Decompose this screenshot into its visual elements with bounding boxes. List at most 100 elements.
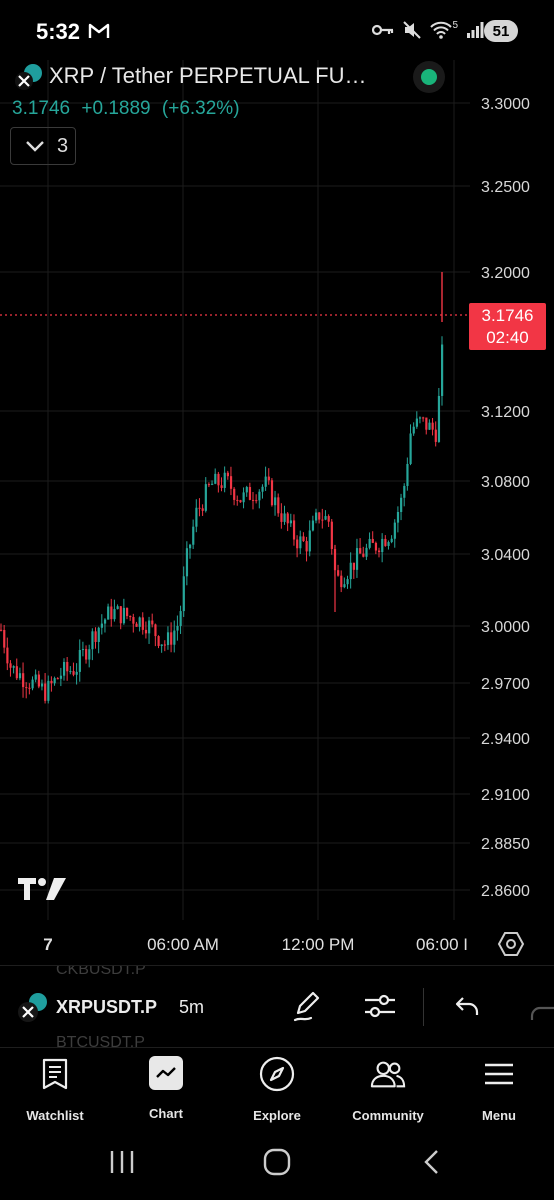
chart-toolbar: CKBUSDT.P BTCUSDT.P XRPUSDT.P 5m [0,965,554,1047]
x-axis-tick-label: 06:00 I [416,935,468,954]
back-icon [424,1150,438,1174]
pen-icon [293,991,320,1022]
candle-body [214,473,217,484]
candle-body [173,630,176,645]
candle-body [359,548,362,554]
drawing-tools-button[interactable] [287,986,327,1026]
network-type: 5 [452,19,458,31]
candle-body [425,417,428,430]
candle-body [302,536,305,542]
candle-body [330,521,333,549]
symbol-selector[interactable]: XRPUSDT.P [56,997,158,1017]
compass-icon [259,1056,295,1092]
candle-body [362,553,365,557]
candle-body [78,649,81,672]
battery-indicator: 51 [484,20,518,42]
candle-body [103,619,107,624]
gmail-icon [88,23,110,38]
recent-apps-button[interactable] [102,1147,142,1177]
candle-body [163,644,166,646]
candle-body [242,492,245,503]
nav-label: Chart [149,1106,183,1121]
y-axis-tick-label: 2.8600 [481,883,530,900]
nav-explore[interactable]: Explore [222,1056,332,1124]
candle-body [415,418,418,427]
candle-body [132,617,135,624]
candle-body [258,491,261,501]
indicators-count: 3 [57,134,69,157]
candle-body [223,472,226,488]
chart-area[interactable]: 3.3000 3.2500 3.2000 3.1200 3.0800 3.0400 3.00… [0,60,554,965]
candle-body [56,678,59,680]
symbol-header[interactable]: XRP / Tether PERPETUAL FU… [14,60,554,94]
status-bar: 5:32 5 51 [0,0,554,62]
candle-body [434,429,437,442]
candle-body [207,484,211,486]
chart-settings-icon[interactable] [497,930,525,958]
symbol-title[interactable]: XRP / Tether PERPETUAL FU… [49,63,367,88]
community-icon [370,1061,406,1088]
indicators-button[interactable] [360,986,400,1026]
home-button[interactable] [257,1147,297,1177]
nav-label: Explore [253,1108,301,1123]
candle-body [406,463,409,486]
candle-body [122,607,126,624]
candle-body [94,631,97,642]
candle-body [422,417,425,419]
candle-body [138,617,141,627]
candle-body [34,674,37,680]
current-price-tag: 3.1746 02:40 [469,303,546,350]
back-button[interactable] [412,1147,452,1177]
watchlist-icon [42,1058,68,1090]
candle-body [277,497,280,514]
nav-community[interactable]: Community [333,1056,443,1124]
interval-selector[interactable]: 5m [179,997,205,1017]
candle-body [296,539,299,549]
candle-body [22,673,25,688]
candle-body [283,513,286,522]
candle-body [311,520,315,531]
candle-body [116,606,119,610]
xrp-logo-icon [15,64,42,90]
y-axis-tick-label: 3.2500 [481,179,530,196]
nav-chart[interactable]: Chart [111,1056,221,1124]
candle-body [365,547,368,557]
candle-body [198,507,201,509]
market-status-icon[interactable] [413,61,445,93]
candle-body [441,344,444,396]
candle-body [229,476,233,489]
candle-body [280,513,283,522]
nav-watchlist[interactable]: Watchlist [0,1056,110,1124]
candle-body [85,649,88,660]
candle-body [324,516,327,520]
home-icon [263,1148,291,1176]
candle-body [160,644,163,646]
nav-menu[interactable]: Menu [444,1056,554,1124]
candle-body [384,538,387,546]
recent-apps-icon [110,1151,134,1173]
candle-body [261,486,264,492]
y-axis-tick-label: 2.9100 [481,787,530,804]
candle-body [346,579,349,585]
price-chart[interactable]: 3.3000 3.2500 3.2000 3.1200 3.0800 3.0400 3.00… [0,60,554,965]
candle-body [308,530,311,552]
candle-body [53,678,56,684]
indicators-collapse-button[interactable]: 3 [10,127,76,165]
candle-body [378,550,381,553]
tradingview-logo-icon [18,878,66,900]
candle-body [12,666,15,668]
redo-icon[interactable] [530,1002,554,1022]
y-axis-tick-label: 3.1200 [481,404,530,421]
candle-body [148,620,151,634]
candle-body [81,649,85,651]
undo-button[interactable] [447,986,487,1026]
candle-body [412,426,415,434]
y-axis-tick-label: 3.0000 [481,619,530,636]
candle-body [289,520,292,524]
candle-body [368,538,371,548]
candle-body [349,562,352,580]
y-axis-tick-label: 3.0400 [481,547,530,564]
undo-icon [455,997,479,1015]
candle-body [25,687,28,689]
y-axis-tick-label: 3.2000 [481,265,530,282]
